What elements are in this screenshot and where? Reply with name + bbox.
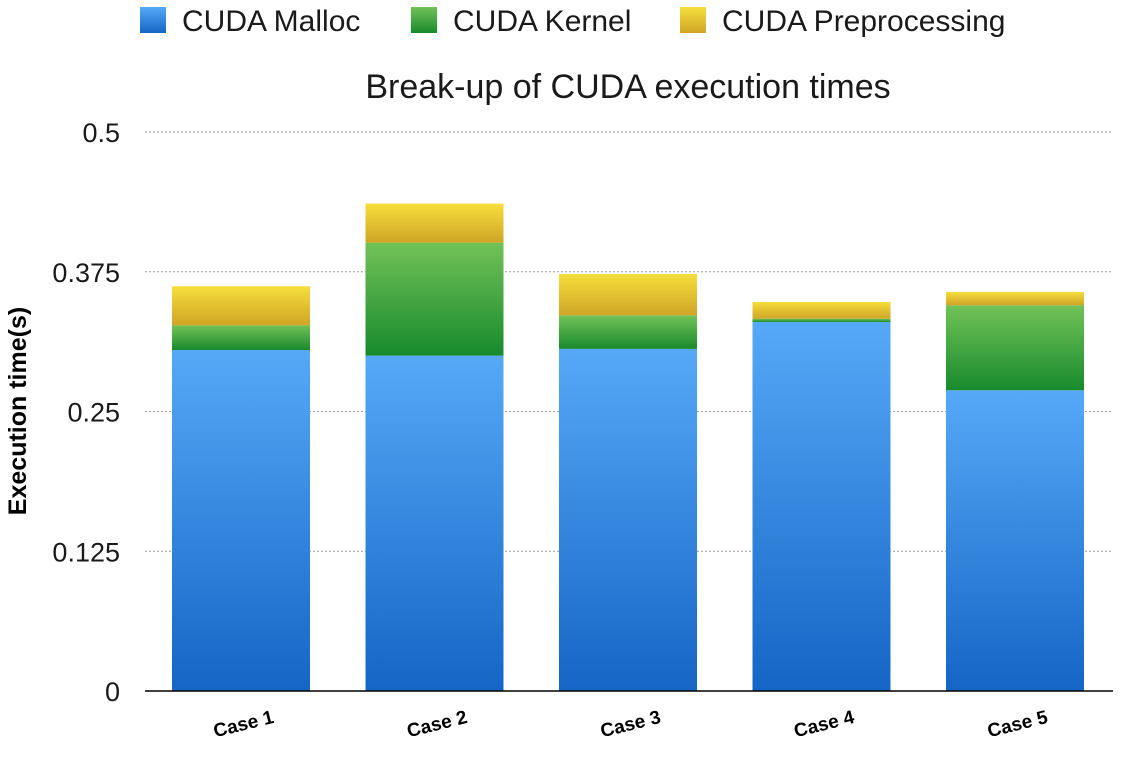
bar-kernel-1 (172, 325, 310, 351)
y-tick-label: 0.25 (67, 398, 120, 428)
bar-kernel-3 (559, 315, 697, 349)
y-tick-label: 0.5 (82, 118, 120, 148)
y-tick-label: 0 (105, 677, 120, 707)
y-axis-label: Execution time(s) (4, 307, 32, 515)
chart-title: Break-up of CUDA execution times (365, 68, 890, 106)
bar-preprocessing-4 (752, 301, 891, 319)
legend-swatch (411, 7, 437, 33)
bar-kernel-4 (752, 318, 891, 323)
legend-item-kernel: CUDA Kernel (411, 5, 631, 38)
y-tick-label: 0.375 (52, 258, 120, 288)
bar-malloc-4 (752, 322, 891, 691)
x-tick-label: Case 3 (598, 707, 663, 742)
x-axis-ticks: Case 1 Case 2 Case 3 Case 4 Case 5 (211, 707, 1050, 742)
y-tick-label: 0.125 (52, 537, 120, 567)
legend-label: CUDA Preprocessing (722, 5, 1005, 38)
legend-swatch (680, 7, 706, 33)
x-tick-label: Case 5 (985, 707, 1050, 742)
bar-preprocessing-1 (172, 286, 310, 326)
x-tick-label: Case 1 (211, 707, 276, 742)
bars (172, 203, 1084, 691)
bar-preprocessing-3 (559, 273, 697, 316)
legend: CUDA Malloc CUDA Kernel CUDA Preprocessing (140, 5, 1005, 38)
legend-item-malloc: CUDA Malloc (140, 5, 360, 38)
bar-preprocessing-5 (946, 291, 1084, 306)
legend-item-preprocessing: CUDA Preprocessing (680, 5, 1005, 38)
bar-preprocessing-2 (365, 203, 504, 243)
x-tick-label: Case 4 (792, 707, 857, 742)
bar-kernel-5 (946, 305, 1084, 391)
legend-swatch (140, 7, 166, 33)
bar-malloc-3 (559, 348, 697, 691)
bar-malloc-1 (172, 350, 310, 691)
x-tick-label: Case 2 (405, 707, 470, 742)
legend-label: CUDA Malloc (182, 5, 360, 38)
y-axis-ticks: 0 0.125 0.25 0.375 0.5 (52, 118, 120, 707)
bar-malloc-5 (946, 390, 1084, 691)
bar-malloc-2 (365, 355, 504, 691)
bar-kernel-2 (365, 242, 504, 356)
legend-label: CUDA Kernel (453, 5, 631, 38)
